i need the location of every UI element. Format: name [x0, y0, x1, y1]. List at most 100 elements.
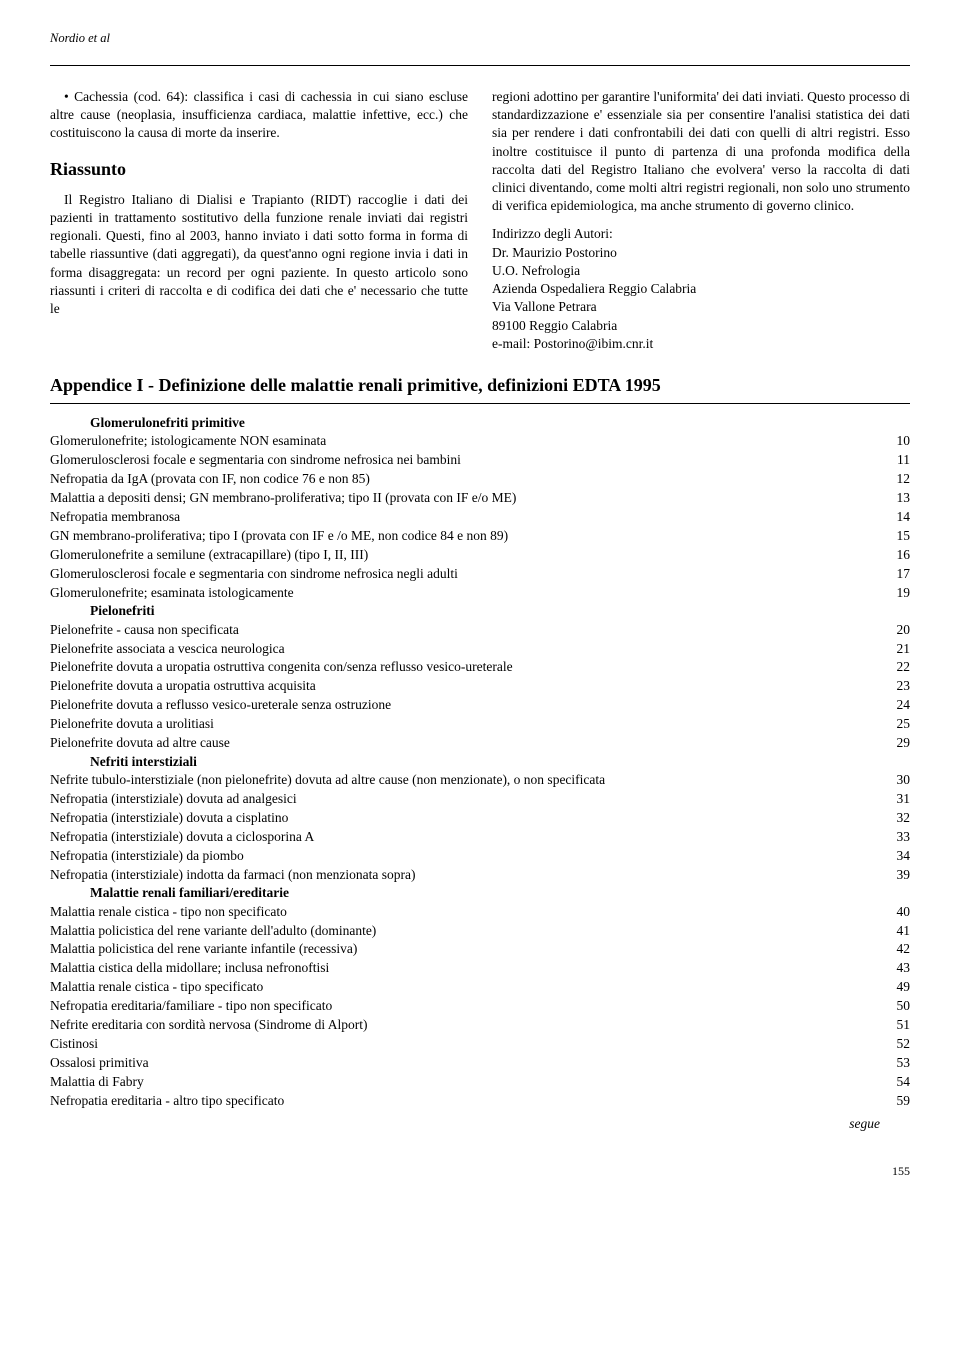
- disease-label: Pielonefrite dovuta a uropatia ostruttiv…: [50, 677, 870, 696]
- disease-row: Malattia renale cistica - tipo specifica…: [50, 978, 910, 997]
- disease-code: 33: [870, 828, 910, 847]
- disease-code: 59: [870, 1092, 910, 1111]
- disease-code: 15: [870, 527, 910, 546]
- disease-code: 34: [870, 847, 910, 866]
- disease-code: 11: [870, 451, 910, 470]
- disease-row: Pielonefrite dovuta a uropatia ostruttiv…: [50, 658, 910, 677]
- disease-row: Nefropatia membranosa14: [50, 508, 910, 527]
- disease-row: Nefrite ereditaria con sordità nervosa (…: [50, 1016, 910, 1035]
- right-para-1: regioni adottino per garantire l'uniform…: [492, 88, 910, 216]
- disease-label: Malattia renale cistica - tipo non speci…: [50, 903, 870, 922]
- right-column: regioni adottino per garantire l'uniform…: [492, 88, 910, 353]
- disease-row: Pielonefrite dovuta a reflusso vesico-ur…: [50, 696, 910, 715]
- section-heading: Malattie renali familiari/ereditarie: [50, 884, 910, 902]
- disease-row: Malattia a depositi densi; GN membrano-p…: [50, 489, 910, 508]
- section-heading: Glomerulonefriti primitive: [50, 414, 910, 432]
- disease-label: Malattia policistica del rene variante d…: [50, 922, 870, 941]
- disease-label: Ossalosi primitiva: [50, 1054, 870, 1073]
- disease-label: Nefropatia (interstiziale) dovuta a cicl…: [50, 828, 870, 847]
- disease-code: 40: [870, 903, 910, 922]
- disease-code: 31: [870, 790, 910, 809]
- disease-code: 54: [870, 1073, 910, 1092]
- disease-code: 30: [870, 771, 910, 790]
- disease-code: 52: [870, 1035, 910, 1054]
- disease-row: Glomerulosclerosi focale e segmentaria c…: [50, 451, 910, 470]
- disease-label: Malattia renale cistica - tipo specifica…: [50, 978, 870, 997]
- disease-code: 51: [870, 1016, 910, 1035]
- disease-label: GN membrano-proliferativa; tipo I (prova…: [50, 527, 870, 546]
- disease-code: 10: [870, 432, 910, 451]
- disease-label: Pielonefrite dovuta a urolitiasi: [50, 715, 870, 734]
- disease-label: Nefrite ereditaria con sordità nervosa (…: [50, 1016, 870, 1035]
- addr-dept: U.O. Nefrologia: [492, 262, 910, 280]
- disease-row: Glomerulonefrite a semilune (extracapill…: [50, 546, 910, 565]
- disease-row: Pielonefrite dovuta a urolitiasi25: [50, 715, 910, 734]
- disease-label: Nefropatia ereditaria - altro tipo speci…: [50, 1092, 870, 1111]
- disease-row: Nefropatia ereditaria/familiare - tipo n…: [50, 997, 910, 1016]
- bullet-paragraph: • Cachessia (cod. 64): classifica i casi…: [50, 88, 468, 143]
- disease-label: Glomerulosclerosi focale e segmentaria c…: [50, 451, 870, 470]
- disease-code: 23: [870, 677, 910, 696]
- disease-row: Glomerulonefrite; istologicamente NON es…: [50, 432, 910, 451]
- disease-row: Nefropatia (interstiziale) dovuta a cicl…: [50, 828, 910, 847]
- disease-row: Nefropatia (interstiziale) dovuta ad ana…: [50, 790, 910, 809]
- disease-row: Ossalosi primitiva53: [50, 1054, 910, 1073]
- page-number: 155: [50, 1163, 910, 1179]
- disease-label: Nefrite tubulo-interstiziale (non pielon…: [50, 771, 870, 790]
- disease-code: 32: [870, 809, 910, 828]
- disease-code: 12: [870, 470, 910, 489]
- disease-code: 49: [870, 978, 910, 997]
- disease-code: 13: [870, 489, 910, 508]
- disease-label: Nefropatia (interstiziale) dovuta a cisp…: [50, 809, 870, 828]
- riassunto-para-1: Il Registro Italiano di Dialisi e Trapia…: [50, 191, 468, 319]
- disease-row: Pielonefrite dovuta a uropatia ostruttiv…: [50, 677, 910, 696]
- two-column-body: • Cachessia (cod. 64): classifica i casi…: [50, 88, 910, 353]
- disease-label: Malattia di Fabry: [50, 1073, 870, 1092]
- disease-label: Pielonefrite dovuta ad altre cause: [50, 734, 870, 753]
- disease-label: Malattia cistica della midollare; inclus…: [50, 959, 870, 978]
- disease-code: 25: [870, 715, 910, 734]
- disease-label: Glomerulosclerosi focale e segmentaria c…: [50, 565, 870, 584]
- disease-row: Nefrite tubulo-interstiziale (non pielon…: [50, 771, 910, 790]
- disease-label: Nefropatia membranosa: [50, 508, 870, 527]
- disease-row: Malattia policistica del rene variante d…: [50, 922, 910, 941]
- disease-code: 24: [870, 696, 910, 715]
- disease-label: Cistinosi: [50, 1035, 870, 1054]
- disease-code: 19: [870, 584, 910, 603]
- addr-label: Indirizzo degli Autori:: [492, 225, 910, 243]
- disease-row: Nefropatia da IgA (provata con IF, non c…: [50, 470, 910, 489]
- section-heading: Nefriti interstiziali: [50, 753, 910, 771]
- disease-row: Nefropatia ereditaria - altro tipo speci…: [50, 1092, 910, 1111]
- disease-code: 29: [870, 734, 910, 753]
- disease-label: Nefropatia da IgA (provata con IF, non c…: [50, 470, 870, 489]
- disease-row: GN membrano-proliferativa; tipo I (prova…: [50, 527, 910, 546]
- header-rule: [50, 65, 910, 66]
- disease-code: 16: [870, 546, 910, 565]
- disease-code: 21: [870, 640, 910, 659]
- disease-code: 20: [870, 621, 910, 640]
- disease-code: 41: [870, 922, 910, 941]
- addr-city: 89100 Reggio Calabria: [492, 317, 910, 335]
- segue-label: segue: [50, 1115, 910, 1133]
- disease-label: Nefropatia ereditaria/familiare - tipo n…: [50, 997, 870, 1016]
- disease-row: Malattia cistica della midollare; inclus…: [50, 959, 910, 978]
- disease-label: Pielonefrite dovuta a reflusso vesico-ur…: [50, 696, 870, 715]
- disease-label: Nefropatia (interstiziale) indotta da fa…: [50, 866, 870, 885]
- disease-row: Pielonefrite associata a vescica neurolo…: [50, 640, 910, 659]
- disease-label: Malattia a depositi densi; GN membrano-p…: [50, 489, 870, 508]
- disease-row: Glomerulosclerosi focale e segmentaria c…: [50, 565, 910, 584]
- disease-row: Malattia policistica del rene variante i…: [50, 940, 910, 959]
- header-author: Nordio et al: [50, 30, 910, 47]
- disease-label: Malattia policistica del rene variante i…: [50, 940, 870, 959]
- disease-row: Pielonefrite - causa non specificata20: [50, 621, 910, 640]
- disease-row: Malattia di Fabry54: [50, 1073, 910, 1092]
- addr-street: Via Vallone Petrara: [492, 298, 910, 316]
- disease-code: 53: [870, 1054, 910, 1073]
- disease-code: 42: [870, 940, 910, 959]
- addr-email: e-mail: Postorino@ibim.cnr.it: [492, 335, 910, 353]
- disease-label: Pielonefrite associata a vescica neurolo…: [50, 640, 870, 659]
- disease-label: Glomerulonefrite; esaminata istologicame…: [50, 584, 870, 603]
- disease-row: Malattia renale cistica - tipo non speci…: [50, 903, 910, 922]
- disease-code: 39: [870, 866, 910, 885]
- disease-row: Cistinosi52: [50, 1035, 910, 1054]
